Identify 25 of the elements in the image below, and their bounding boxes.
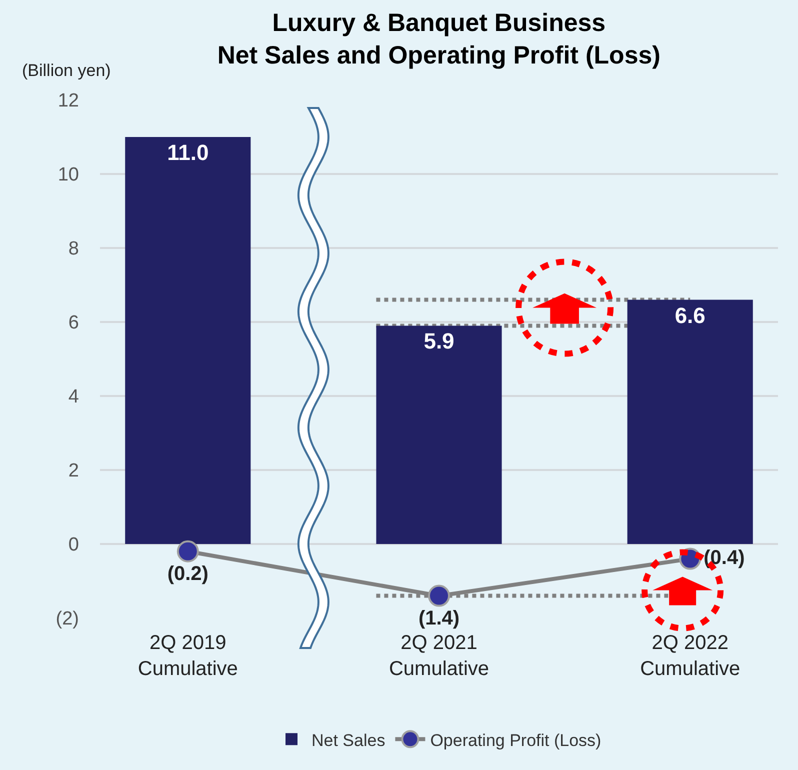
- y-tick-label: 8: [68, 238, 79, 260]
- legend-label: Operating Profit (Loss): [430, 730, 602, 750]
- data-label: (1.4): [418, 607, 460, 630]
- y-tick-label: 2: [68, 460, 79, 482]
- y-tick-label: (2): [56, 608, 79, 630]
- data-label: (0.4): [704, 546, 745, 569]
- y-tick-label: 4: [68, 386, 80, 408]
- data-label: 11.0: [167, 140, 209, 165]
- x-tick-label: 2Q 2021 Cumulative: [388, 632, 490, 680]
- point: [176, 540, 199, 562]
- legend-label: Net Sales: [312, 730, 386, 750]
- y-tick-label: 6: [68, 312, 79, 334]
- data-label: (0.2): [167, 562, 208, 585]
- x-tick-label: 2Q 2019 Cumulative: [138, 632, 238, 680]
- bar: [125, 137, 251, 544]
- data-label: 5.9: [424, 328, 454, 354]
- data-label: 6.6: [674, 302, 706, 328]
- y-tick-label: 0: [68, 534, 79, 556]
- chart-title: Luxury & Banquet Business Net Sales and Operating Profit (Loss): [217, 8, 660, 70]
- bar: [627, 300, 753, 544]
- y-tick-label: 12: [58, 90, 79, 112]
- x-tick-label: 2Q 2022 Cumulative: [640, 632, 740, 680]
- y-axis-title: (Billion yen): [22, 61, 111, 80]
- point: [428, 584, 450, 607]
- y-tick-label: 10: [58, 164, 79, 186]
